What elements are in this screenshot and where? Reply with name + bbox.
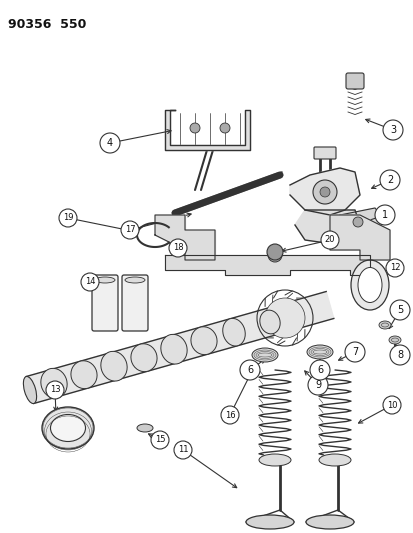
- Circle shape: [344, 342, 364, 362]
- Circle shape: [312, 180, 336, 204]
- Polygon shape: [165, 110, 249, 150]
- Circle shape: [81, 273, 99, 291]
- Circle shape: [352, 217, 362, 227]
- Text: 5: 5: [396, 305, 402, 315]
- Ellipse shape: [259, 310, 280, 334]
- Circle shape: [382, 396, 400, 414]
- Circle shape: [309, 360, 329, 380]
- Circle shape: [190, 123, 199, 133]
- Circle shape: [385, 259, 403, 277]
- Ellipse shape: [350, 260, 388, 310]
- Text: 3: 3: [389, 125, 395, 135]
- FancyBboxPatch shape: [345, 73, 363, 89]
- Polygon shape: [339, 208, 384, 235]
- Circle shape: [379, 170, 399, 190]
- Polygon shape: [165, 255, 369, 275]
- Ellipse shape: [125, 277, 145, 283]
- Polygon shape: [26, 292, 333, 403]
- Polygon shape: [289, 168, 359, 215]
- Circle shape: [151, 431, 169, 449]
- Ellipse shape: [259, 454, 290, 466]
- Text: 15: 15: [154, 435, 165, 445]
- Text: 9: 9: [314, 380, 320, 390]
- Text: 10: 10: [386, 400, 396, 409]
- Ellipse shape: [161, 334, 187, 364]
- Ellipse shape: [71, 361, 97, 389]
- Ellipse shape: [95, 277, 115, 283]
- Ellipse shape: [131, 344, 157, 372]
- Circle shape: [374, 205, 394, 225]
- Circle shape: [173, 441, 192, 459]
- Circle shape: [264, 298, 304, 338]
- Ellipse shape: [318, 454, 350, 466]
- Text: 6: 6: [246, 365, 252, 375]
- Ellipse shape: [378, 321, 390, 329]
- Circle shape: [46, 381, 64, 399]
- Circle shape: [320, 231, 338, 249]
- Text: 19: 19: [63, 214, 73, 222]
- Text: 2: 2: [386, 175, 392, 185]
- Circle shape: [100, 133, 120, 153]
- Text: 14: 14: [85, 278, 95, 287]
- Polygon shape: [329, 215, 389, 260]
- Circle shape: [169, 239, 187, 257]
- Text: 7: 7: [351, 347, 357, 357]
- Circle shape: [221, 406, 238, 424]
- Ellipse shape: [306, 345, 332, 359]
- Text: 13: 13: [50, 385, 60, 394]
- Ellipse shape: [42, 407, 94, 449]
- Circle shape: [389, 300, 409, 320]
- Text: 20: 20: [324, 236, 335, 245]
- Circle shape: [219, 123, 230, 133]
- Polygon shape: [173, 172, 281, 216]
- Ellipse shape: [252, 348, 277, 362]
- Ellipse shape: [245, 515, 293, 529]
- Text: 6: 6: [316, 365, 322, 375]
- Ellipse shape: [41, 368, 67, 398]
- Text: 8: 8: [396, 350, 402, 360]
- Ellipse shape: [101, 351, 127, 381]
- Ellipse shape: [388, 336, 400, 344]
- Circle shape: [266, 244, 282, 260]
- Text: 90356  550: 90356 550: [8, 18, 86, 31]
- Ellipse shape: [137, 424, 153, 432]
- FancyBboxPatch shape: [313, 147, 335, 159]
- Circle shape: [267, 248, 281, 262]
- Text: 18: 18: [172, 244, 183, 253]
- Ellipse shape: [50, 415, 85, 441]
- Text: 4: 4: [107, 138, 113, 148]
- Text: 17: 17: [124, 225, 135, 235]
- Ellipse shape: [222, 318, 244, 346]
- Text: 16: 16: [224, 410, 235, 419]
- Polygon shape: [154, 215, 214, 260]
- Ellipse shape: [357, 268, 381, 303]
- FancyBboxPatch shape: [122, 275, 147, 331]
- Circle shape: [59, 209, 77, 227]
- Ellipse shape: [190, 327, 216, 354]
- Text: 1: 1: [381, 210, 387, 220]
- Text: 11: 11: [177, 446, 188, 455]
- Text: 12: 12: [389, 263, 399, 272]
- Circle shape: [307, 375, 327, 395]
- Polygon shape: [294, 210, 359, 245]
- Circle shape: [389, 345, 409, 365]
- Circle shape: [240, 360, 259, 380]
- Circle shape: [319, 187, 329, 197]
- Circle shape: [121, 221, 139, 239]
- Ellipse shape: [305, 515, 353, 529]
- Ellipse shape: [24, 376, 36, 403]
- FancyBboxPatch shape: [92, 275, 118, 331]
- Circle shape: [382, 120, 402, 140]
